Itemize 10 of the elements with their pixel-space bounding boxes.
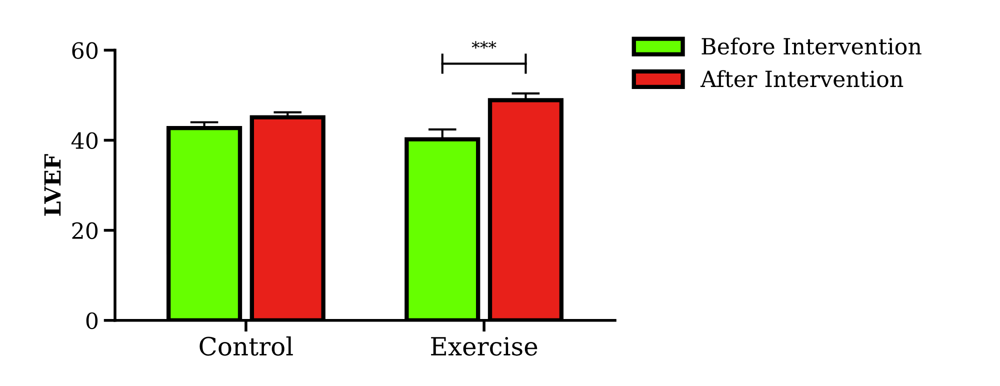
- legend-label: After Intervention: [700, 70, 904, 88]
- y-tick-label: 40: [71, 132, 98, 150]
- x-tick-label: Control: [200, 336, 293, 356]
- x-tick-label: Exercise: [431, 336, 538, 356]
- text: ***: [472, 41, 496, 49]
- legend-label: Before Intervention: [702, 37, 922, 55]
- y-tick-label: 0: [86, 312, 98, 330]
- y-tick-label: 60: [72, 42, 98, 59]
- y-tick-label: 20: [72, 222, 98, 240]
- y-axis-title: LVEF: [44, 154, 61, 216]
